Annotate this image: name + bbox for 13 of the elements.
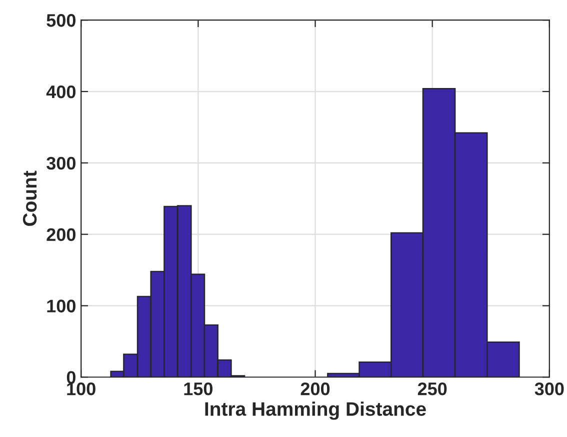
x-tick-label: 150 — [184, 382, 212, 396]
y-tick-label: 400 — [46, 85, 76, 98]
x-tick-label: 200 — [300, 382, 330, 396]
y-tick-label: 300 — [46, 156, 76, 170]
y-tick-label: 100 — [47, 300, 76, 312]
y-axis-title: Count — [22, 170, 37, 226]
y-tick-label: 0 — [66, 371, 76, 384]
x-tick-label: 250 — [418, 382, 447, 396]
y-tick-label: 500 — [46, 14, 76, 27]
y-tick-label: 200 — [46, 228, 76, 242]
x-tick-label: 100 — [67, 382, 96, 396]
x-axis-title: Intra Hamming Distance — [205, 402, 426, 420]
x-tick-label: 300 — [534, 382, 564, 396]
